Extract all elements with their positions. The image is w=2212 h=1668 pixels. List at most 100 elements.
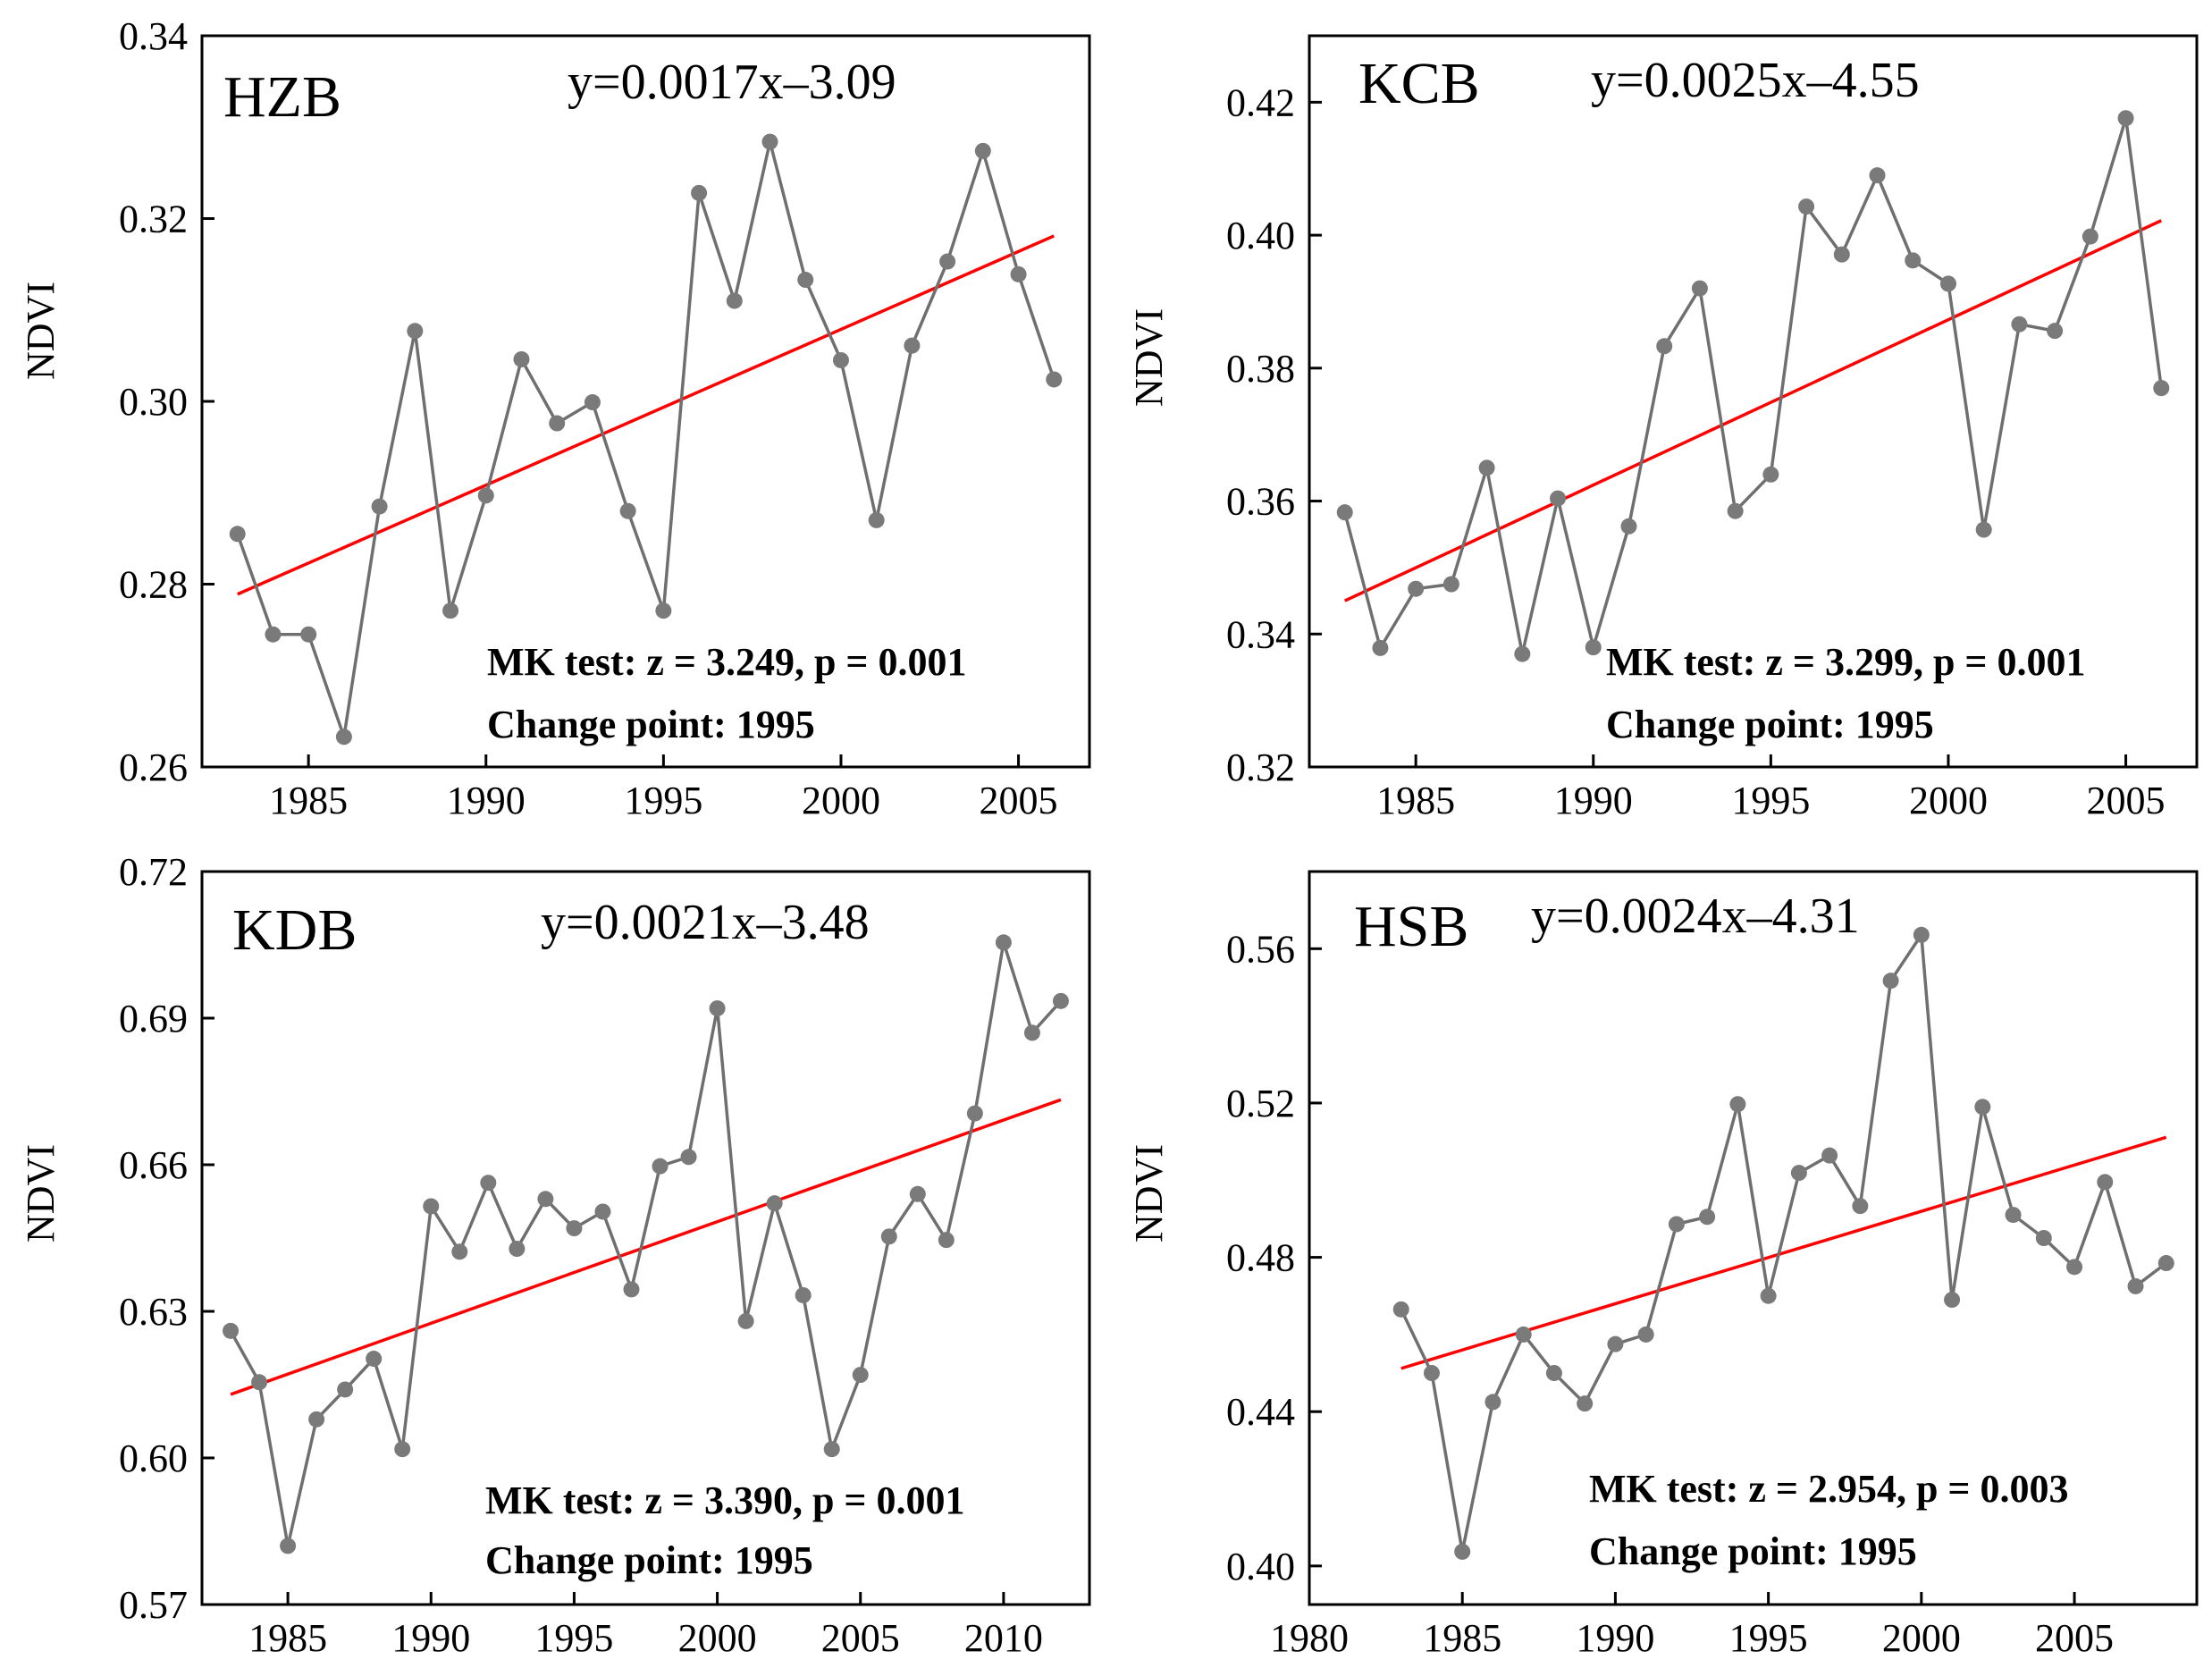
y-tick-label: 0.28	[119, 563, 188, 607]
regression-equation: y=0.0017x–3.09	[568, 55, 896, 110]
data-point	[335, 729, 352, 746]
y-tick-label: 0.32	[1226, 746, 1295, 789]
data-point	[1882, 973, 1899, 990]
data-point	[737, 1312, 754, 1329]
y-tick-label: 0.44	[1226, 1390, 1295, 1434]
y-tick-label: 0.60	[119, 1436, 188, 1480]
data-point	[1046, 371, 1063, 388]
data-point	[1691, 280, 1708, 297]
data-point	[680, 1149, 697, 1166]
data-point	[2097, 1174, 2114, 1191]
x-tick-label: 1995	[534, 1616, 613, 1660]
x-tick-label: 1985	[248, 1616, 327, 1660]
data-point	[1905, 252, 1922, 269]
series-line	[229, 941, 1063, 1546]
change-point-annotation: Change point: 1995	[485, 1538, 813, 1582]
change-point-annotation: Change point: 1995	[1606, 703, 1934, 746]
data-point	[1423, 1365, 1440, 1382]
data-point	[1637, 1326, 1654, 1343]
data-point	[1762, 466, 1779, 483]
trend-line	[237, 234, 1055, 596]
plot-frame	[1308, 34, 2199, 769]
x-tick-label: 2005	[821, 1616, 900, 1660]
data-point	[366, 1351, 383, 1368]
y-tick-label: 0.57	[119, 1583, 188, 1627]
data-point	[509, 1241, 526, 1258]
panel-kdb: 0.57 0.60 0.63 0.66 0.69 0.72 1985 1990 1995 2000…	[19, 850, 1091, 1660]
change-point-annotation: Change point: 1995	[1589, 1529, 1917, 1573]
data-point	[2153, 380, 2170, 397]
x-tick-label: 2000	[1882, 1616, 1961, 1660]
data-point	[1729, 1096, 1746, 1113]
y-tick-label: 0.52	[1226, 1082, 1295, 1125]
data-point	[823, 1441, 840, 1458]
data-point	[1392, 1301, 1409, 1318]
data-point	[1974, 1099, 1991, 1116]
y-tick-label: 0.42	[1226, 80, 1295, 124]
data-point	[652, 1158, 669, 1175]
data-point	[2011, 316, 2028, 333]
data-point	[797, 272, 814, 289]
data-point	[1442, 576, 1459, 593]
x-tick-label: 1985	[1376, 779, 1455, 822]
y-tick-label: 0.69	[119, 997, 188, 1040]
y-tick-label: 0.26	[119, 746, 188, 789]
regression-equation: y=0.0024x–4.31	[1531, 889, 1860, 944]
data-point	[1550, 490, 1567, 507]
data-point	[2157, 1255, 2174, 1272]
data-point	[1852, 1198, 1869, 1215]
data-point	[766, 1195, 783, 1212]
y-tick-label: 0.72	[119, 850, 188, 894]
data-point	[537, 1191, 554, 1208]
y-axis-label: NDVI	[19, 1144, 63, 1243]
series-line	[1343, 117, 2164, 654]
data-point	[1869, 167, 1886, 184]
data-point	[513, 350, 530, 367]
panel-title: KCB	[1358, 51, 1480, 116]
x-tick-label: 1985	[269, 779, 348, 822]
x-tick-label: 1995	[1729, 1616, 1808, 1660]
data-point	[1913, 926, 1930, 943]
data-point	[1790, 1165, 1807, 1182]
data-point	[2005, 1207, 2022, 1224]
data-point	[1545, 1365, 1562, 1382]
panel-title: HZB	[223, 64, 341, 130]
data-point	[594, 1203, 611, 1220]
panel-title: HSB	[1354, 894, 1468, 959]
data-point	[938, 1232, 955, 1249]
data-point	[394, 1441, 411, 1458]
data-point	[1515, 1326, 1532, 1343]
data-point	[1010, 265, 1027, 282]
data-point	[251, 1374, 268, 1391]
y-tick-label: 0.40	[1226, 1545, 1295, 1588]
data-point	[280, 1537, 297, 1554]
mk-test-annotation: MK test: z = 3.299, p = 0.001	[1606, 640, 2086, 684]
data-point	[868, 511, 885, 528]
data-point	[1585, 639, 1602, 656]
data-point	[966, 1105, 983, 1122]
x-tick-label: 1990	[1554, 779, 1633, 822]
data-point	[880, 1228, 897, 1245]
data-point	[337, 1381, 354, 1398]
data-point	[1372, 639, 1389, 656]
data-point	[1656, 338, 1673, 355]
y-tick-label: 0.40	[1226, 214, 1295, 257]
data-point	[480, 1175, 497, 1192]
y-tick-label: 0.66	[119, 1143, 188, 1187]
y-tick-label: 0.63	[119, 1290, 188, 1334]
data-point	[2127, 1277, 2144, 1294]
data-point	[1514, 645, 1531, 662]
data-point	[300, 626, 317, 643]
mk-test-annotation: MK test: z = 3.249, p = 0.001	[487, 640, 967, 684]
data-point	[974, 142, 991, 159]
data-point	[584, 394, 601, 411]
series-line	[1400, 930, 2167, 1553]
data-point	[1821, 1147, 1838, 1164]
y-tick-label: 0.34	[1226, 612, 1295, 656]
data-point	[371, 498, 388, 515]
data-point	[1408, 580, 1425, 597]
data-point	[995, 934, 1012, 951]
data-point	[795, 1286, 812, 1303]
trend-line	[230, 1098, 1062, 1396]
